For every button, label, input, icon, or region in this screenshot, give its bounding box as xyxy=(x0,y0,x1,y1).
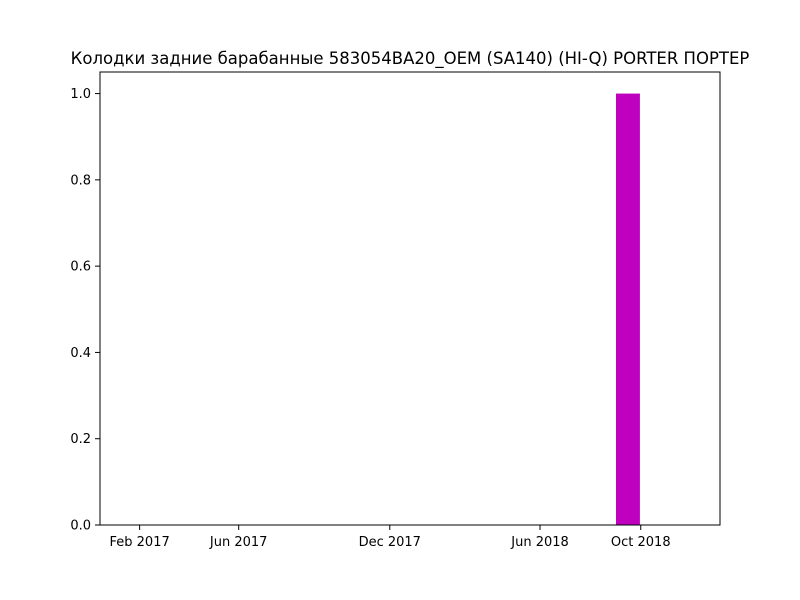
x-tick-label: Feb 2017 xyxy=(110,535,170,550)
y-tick-label: 0.2 xyxy=(70,432,91,447)
y-axis: 0.0 0.2 0.4 0.6 0.8 1.0 xyxy=(70,87,100,534)
x-axis: Feb 2017 Jun 2017 Dec 2017 Jun 2018 Oct 2018 xyxy=(110,525,671,550)
x-tick-label: Jun 2018 xyxy=(510,535,569,550)
y-tick-label: 0.8 xyxy=(70,173,91,188)
bar-0 xyxy=(615,93,640,526)
chart-title: Колодки задние барабанные 583054BA20_OEM… xyxy=(71,49,750,69)
x-tick-label: Dec 2017 xyxy=(359,535,421,550)
y-tick-label: 0.6 xyxy=(70,260,91,275)
x-tick-label: Jun 2017 xyxy=(209,535,268,550)
y-tick-label: 0.4 xyxy=(70,346,91,361)
axes-frame xyxy=(99,71,721,526)
plot-area xyxy=(615,93,640,526)
x-tick-label: Oct 2018 xyxy=(611,535,671,550)
y-tick-label: 1.0 xyxy=(70,87,91,102)
y-tick-label: 0.0 xyxy=(70,519,91,534)
